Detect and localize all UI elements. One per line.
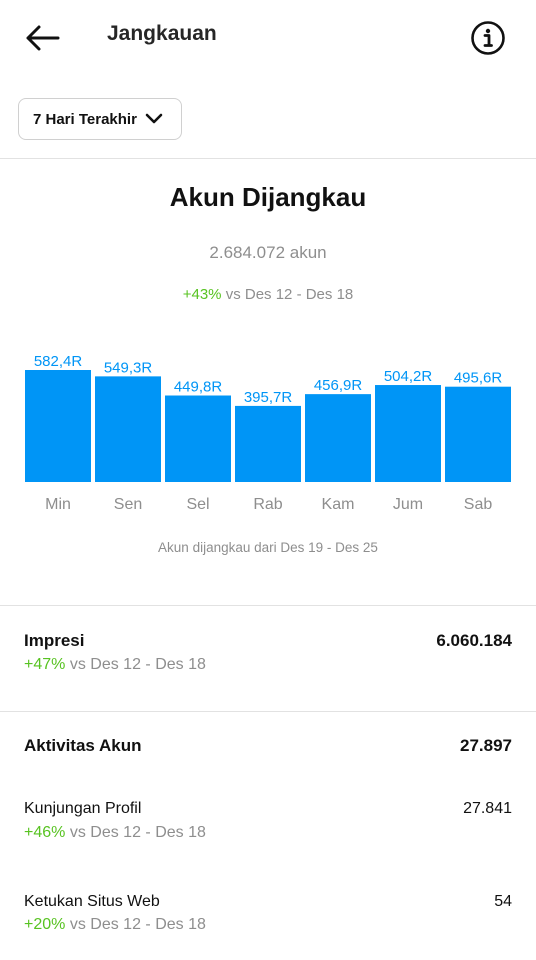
arrow-left-icon (26, 25, 60, 51)
bar-sen (95, 376, 161, 482)
info-circle-icon (471, 21, 505, 55)
account-activity-value: 27.897 (460, 736, 512, 755)
website-taps-compare-period: vs Des 12 - Des 18 (69, 916, 206, 933)
bar-value-label: 395,7R (244, 389, 293, 406)
x-tick-label: Min (45, 496, 71, 513)
reach-bar-chart: 582,4R Min 549,3R Sen 449,8R Sel 395,7R Rab 456,… (25, 353, 511, 513)
section-divider (0, 158, 536, 159)
bar-sab (445, 386, 511, 482)
impressions-value: 6.060.184 (436, 631, 512, 650)
website-taps-change: +20% (24, 916, 66, 933)
impressions-label: Impresi (24, 631, 85, 650)
bar-value-label: 495,6R (454, 370, 503, 387)
page-title: Jangkauan (107, 22, 217, 45)
profile-visits-change: +46% (24, 824, 66, 841)
date-range-label: 7 Hari Terakhir (33, 110, 137, 128)
impressions-comparison: +47% vs Des 12 - Des 18 (24, 656, 206, 674)
header-bar: Jangkauan (0, 0, 536, 76)
x-tick-label: Jum (393, 496, 423, 513)
bar-sel (165, 395, 231, 482)
back-button[interactable] (22, 20, 62, 56)
section-divider (0, 605, 536, 606)
impressions-change: +47% (24, 656, 66, 673)
info-button[interactable] (470, 20, 506, 56)
profile-visits-compare-period: vs Des 12 - Des 18 (69, 824, 206, 841)
profile-visits-value: 27.841 (463, 800, 512, 817)
bar-value-label: 456,9R (314, 377, 363, 394)
reach-comparison: +43% vs Des 12 - Des 18 (0, 286, 536, 303)
bar-value-label: 582,4R (34, 353, 83, 370)
profile-visits-label: Kunjungan Profil (24, 800, 142, 817)
reach-compare-period: vs Des 12 - Des 18 (225, 286, 354, 303)
bar-value-label: 504,2R (384, 368, 433, 385)
bar-min (25, 370, 91, 482)
impressions-compare-period: vs Des 12 - Des 18 (69, 656, 206, 673)
reach-change: +43% (182, 286, 222, 303)
website-taps-comparison: +20% vs Des 12 - Des 18 (24, 916, 206, 934)
reach-title: Akun Dijangkau (169, 182, 367, 212)
date-range-dropdown[interactable]: 7 Hari Terakhir (18, 98, 182, 140)
chevron-down-icon (145, 113, 163, 125)
bar-value-label: 549,3R (104, 359, 153, 376)
chart-caption: Akun dijangkau dari Des 19 - Des 25 (158, 540, 378, 555)
x-tick-label: Sen (114, 496, 142, 513)
website-taps-label: Ketukan Situs Web (24, 893, 160, 910)
bar-kam (305, 394, 371, 482)
x-tick-label: Sel (186, 496, 209, 513)
website-taps-value: 54 (494, 893, 512, 910)
x-tick-label: Rab (253, 496, 282, 513)
bar-jum (375, 385, 441, 482)
section-divider (0, 711, 536, 712)
x-tick-label: Kam (322, 496, 355, 513)
reach-count: 2.684.072 akun (209, 243, 327, 262)
bar-value-label: 449,8R (174, 379, 223, 396)
x-tick-label: Sab (464, 496, 493, 513)
profile-visits-comparison: +46% vs Des 12 - Des 18 (24, 824, 206, 842)
account-activity-label: Aktivitas Akun (24, 736, 142, 755)
bar-rab (235, 405, 301, 482)
